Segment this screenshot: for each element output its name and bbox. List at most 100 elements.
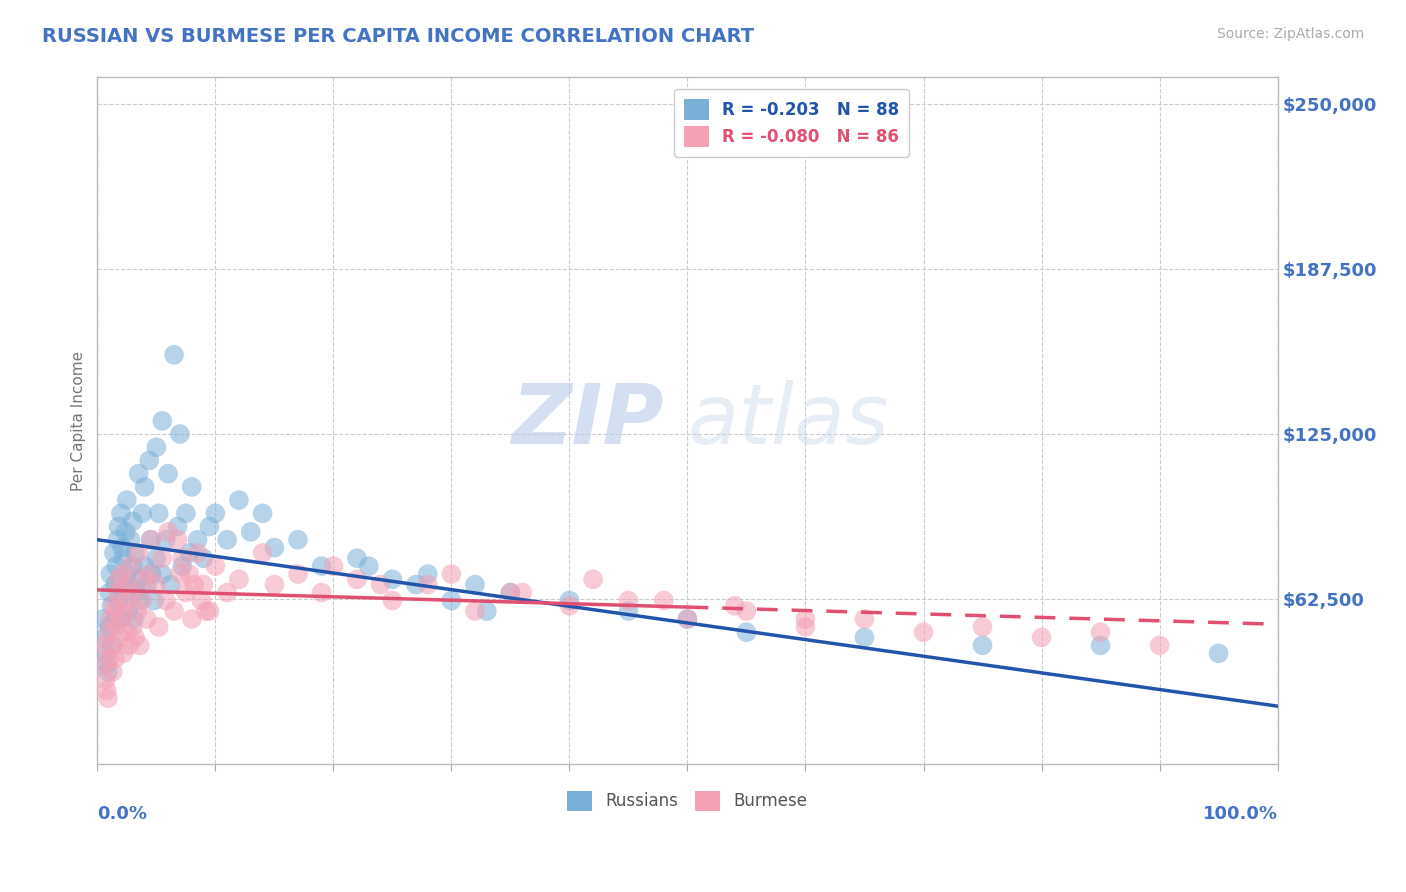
Point <box>110 612 132 626</box>
Point <box>118 577 141 591</box>
Point <box>179 567 201 582</box>
Point <box>97 691 120 706</box>
Point <box>239 524 262 539</box>
Text: atlas: atlas <box>688 380 889 461</box>
Point <box>107 533 129 547</box>
Point <box>440 593 463 607</box>
Point <box>134 559 156 574</box>
Point <box>97 665 120 679</box>
Point <box>96 657 118 671</box>
Point <box>114 524 136 539</box>
Text: RUSSIAN VS BURMESE PER CAPITA INCOME CORRELATION CHART: RUSSIAN VS BURMESE PER CAPITA INCOME COR… <box>42 27 754 45</box>
Point <box>381 572 404 586</box>
Point <box>558 599 581 613</box>
Point <box>107 593 129 607</box>
Point <box>121 620 143 634</box>
Point <box>187 546 209 560</box>
Point <box>357 559 380 574</box>
Text: ZIP: ZIP <box>512 380 664 461</box>
Point <box>104 651 127 665</box>
Point <box>125 585 148 599</box>
Point <box>128 593 150 607</box>
Point <box>558 593 581 607</box>
Point <box>972 639 994 653</box>
Point <box>287 533 309 547</box>
Point <box>128 639 150 653</box>
Point <box>100 599 122 613</box>
Point <box>114 585 136 599</box>
Point <box>145 551 167 566</box>
Point <box>98 612 121 626</box>
Point <box>198 519 221 533</box>
Point <box>193 551 215 566</box>
Point <box>94 673 117 687</box>
Point <box>101 639 124 653</box>
Point <box>115 493 138 508</box>
Point <box>155 593 177 607</box>
Point <box>100 639 122 653</box>
Point <box>150 414 173 428</box>
Point <box>346 551 368 566</box>
Point <box>127 604 149 618</box>
Point <box>150 567 173 582</box>
Point <box>117 604 139 618</box>
Point <box>159 577 181 591</box>
Point <box>972 620 994 634</box>
Point <box>676 612 699 626</box>
Point <box>115 625 138 640</box>
Point <box>370 577 392 591</box>
Point <box>135 612 157 626</box>
Point <box>98 620 121 634</box>
Point <box>141 533 163 547</box>
Point <box>121 559 143 574</box>
Point <box>217 533 239 547</box>
Point <box>122 612 145 626</box>
Point <box>163 348 186 362</box>
Y-axis label: Per Capita Income: Per Capita Income <box>72 351 86 491</box>
Point <box>98 585 121 599</box>
Point <box>912 625 935 640</box>
Point <box>582 572 605 586</box>
Point <box>194 604 217 618</box>
Point <box>135 577 157 591</box>
Point <box>1208 646 1230 660</box>
Point <box>143 593 166 607</box>
Point <box>172 551 194 566</box>
Point <box>1031 631 1053 645</box>
Point <box>121 514 143 528</box>
Point <box>322 559 344 574</box>
Point <box>724 599 747 613</box>
Point <box>190 593 212 607</box>
Point <box>118 639 141 653</box>
Point <box>148 620 170 634</box>
Point <box>228 493 250 508</box>
Point <box>287 567 309 582</box>
Point <box>1090 639 1112 653</box>
Point <box>128 572 150 586</box>
Point <box>134 480 156 494</box>
Point <box>145 440 167 454</box>
Point <box>217 585 239 599</box>
Point <box>103 599 125 613</box>
Point <box>204 559 226 574</box>
Point <box>139 533 162 547</box>
Text: 100.0%: 100.0% <box>1202 805 1278 823</box>
Point <box>166 533 188 547</box>
Point <box>510 585 533 599</box>
Point <box>120 559 142 574</box>
Point <box>252 546 274 560</box>
Point <box>124 631 146 645</box>
Point <box>150 551 173 566</box>
Point <box>138 567 160 582</box>
Point <box>652 593 675 607</box>
Point <box>128 546 150 560</box>
Point <box>794 612 817 626</box>
Point <box>107 572 129 586</box>
Point <box>110 506 132 520</box>
Point <box>440 567 463 582</box>
Point <box>676 612 699 626</box>
Point <box>111 541 134 555</box>
Point <box>1149 639 1171 653</box>
Point <box>416 577 439 591</box>
Point <box>172 559 194 574</box>
